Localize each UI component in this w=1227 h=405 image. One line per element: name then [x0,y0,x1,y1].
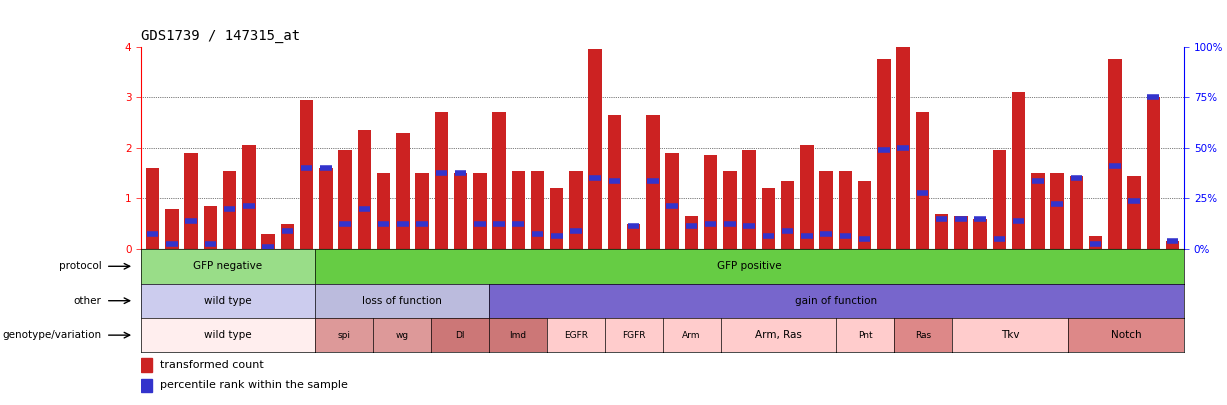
Bar [1050,173,1064,249]
Bar [665,153,679,249]
Bar [531,171,545,249]
Bar [141,358,152,372]
Bar [1070,176,1083,249]
Bar [299,100,313,249]
Text: loss of function: loss of function [362,296,442,306]
Bar [897,47,910,249]
Text: Arm: Arm [682,330,701,340]
Bar [858,181,871,249]
Text: EGFR: EGFR [563,330,588,340]
Bar [319,168,333,249]
Text: genotype/variation: genotype/variation [2,330,102,340]
Bar [512,171,525,249]
Bar [685,216,698,249]
Bar [377,173,390,249]
Text: Arm, Ras: Arm, Ras [755,330,802,340]
Bar [146,168,160,249]
Bar [434,112,448,249]
Bar [973,219,987,249]
Text: Notch: Notch [1110,330,1141,340]
Bar [454,173,467,249]
Text: Ras: Ras [915,330,931,340]
Bar [339,150,352,249]
Bar [800,145,814,249]
Bar [1166,241,1179,249]
Text: percentile rank within the sample: percentile rank within the sample [161,380,348,390]
Bar [569,171,583,249]
Bar [647,115,660,249]
Bar [877,59,891,249]
Bar [1146,97,1160,249]
Bar [723,171,736,249]
Text: other: other [74,296,102,306]
Bar [281,224,294,249]
Bar [742,150,756,249]
Bar [780,181,794,249]
Bar [396,133,410,249]
Text: spi: spi [337,330,351,340]
Text: wild type: wild type [204,330,252,340]
Bar [550,188,563,249]
Bar [1128,176,1141,249]
Bar [915,112,929,249]
Bar [935,213,948,249]
Bar [1088,237,1102,249]
Text: wg: wg [395,330,409,340]
Bar [1108,59,1121,249]
Bar [607,115,621,249]
Bar [589,49,602,249]
Bar [1031,173,1044,249]
Bar [762,188,775,249]
Bar [223,171,237,249]
Text: Pnt: Pnt [858,330,872,340]
Bar [704,156,718,249]
Bar [474,173,487,249]
Text: GFP negative: GFP negative [194,261,263,271]
Bar [184,153,198,249]
Text: gain of function: gain of function [795,296,877,306]
Text: Imd: Imd [509,330,526,340]
Bar [627,224,640,249]
Text: wild type: wild type [204,296,252,306]
Bar [1012,92,1026,249]
Bar [955,216,968,249]
Text: FGFR: FGFR [622,330,645,340]
Bar [242,145,255,249]
Bar [261,234,275,249]
Bar [141,379,152,392]
Text: protocol: protocol [59,261,102,271]
Text: GDS1739 / 147315_at: GDS1739 / 147315_at [141,28,301,43]
Bar [820,171,833,249]
Bar [838,171,852,249]
Bar [204,206,217,249]
Bar [357,130,371,249]
Text: transformed count: transformed count [161,360,264,370]
Bar [492,112,506,249]
Bar [415,173,428,249]
Text: Dl: Dl [455,330,465,340]
Text: Tkv: Tkv [1001,330,1020,340]
Bar [993,150,1006,249]
Bar [166,209,179,249]
Text: GFP positive: GFP positive [717,261,782,271]
